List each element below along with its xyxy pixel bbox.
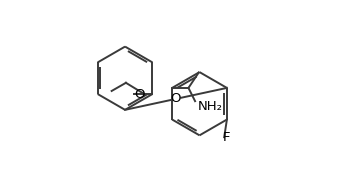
Text: F: F (222, 131, 230, 144)
Text: O: O (134, 88, 144, 100)
Text: NH₂: NH₂ (198, 100, 222, 113)
Text: O: O (171, 92, 181, 105)
